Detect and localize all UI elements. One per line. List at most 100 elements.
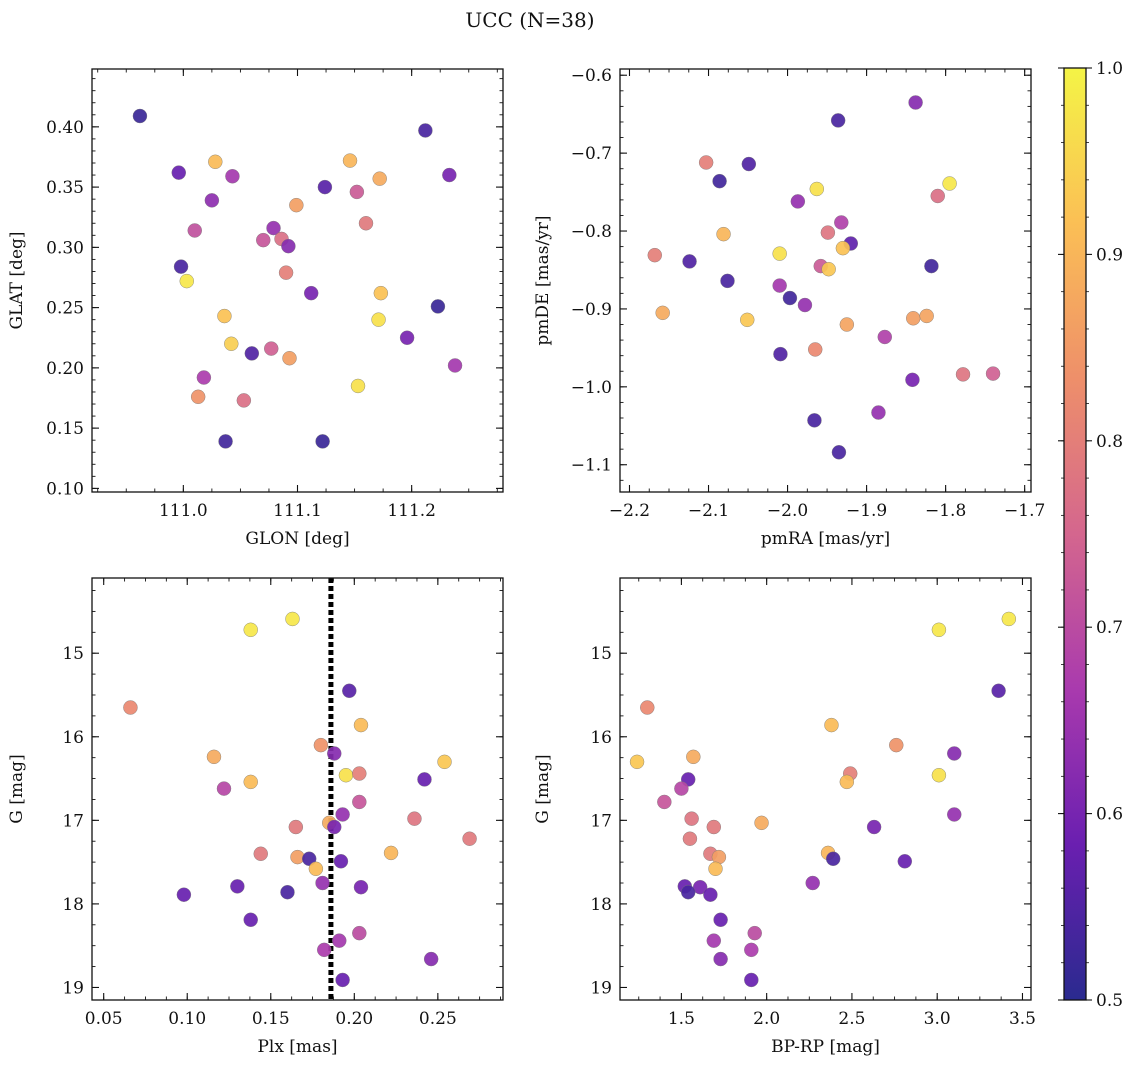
scatter-point [906, 311, 921, 326]
scatter-point [924, 258, 939, 274]
scatter-point [281, 238, 296, 254]
scatter-point [824, 717, 839, 733]
x-tick-label: 0.15 [252, 1009, 290, 1029]
x-tick-label: 3.0 [924, 1009, 951, 1029]
scatter-point [930, 188, 945, 204]
scatter-panel-2: −2.2 −2.1 −2.0 −1.9 −1.8 −1.7 −1.1 −1.0 −0.9 −0.8… [533, 66, 1045, 549]
y-tick-label: −0.9 [571, 300, 612, 320]
scatter-point [629, 754, 645, 770]
y-tick-label: 0.35 [46, 178, 84, 198]
scatter-point [773, 346, 788, 362]
scatter-point [877, 329, 892, 345]
x-tick-label: −2.2 [609, 501, 650, 521]
y-axis-label: pmDE [mas/yr] [533, 215, 553, 345]
scatter-point [327, 746, 342, 761]
x-axis-label: pmRA [mas/yr] [761, 529, 890, 549]
scatter-point [462, 831, 477, 846]
scatter-point [352, 766, 367, 781]
scatter-point [772, 278, 787, 293]
x-axis-label: GLON [deg] [245, 529, 349, 549]
scatter-point [744, 942, 759, 958]
scatter-point [897, 854, 913, 869]
scatter-point [807, 413, 822, 428]
scatter-point [288, 819, 304, 835]
scatter-point [991, 683, 1006, 699]
y-axis-label: GLAT [deg] [7, 231, 27, 329]
colorbar-tick-label: 0.8 [1096, 432, 1123, 452]
scatter-point [196, 370, 212, 385]
x-axis-label: Plx [mas] [257, 1037, 337, 1057]
scatter-point [430, 299, 446, 314]
scatter-point [342, 153, 358, 168]
colorbar-tick-label: 0.7 [1096, 618, 1123, 638]
scatter-point [442, 167, 457, 183]
x-tick-label: −1.9 [846, 501, 887, 521]
axes-frame [91, 577, 504, 1001]
scatter-point [931, 768, 947, 783]
scatter-point [919, 308, 934, 324]
scatter-point [225, 169, 240, 184]
scatter-point [327, 819, 342, 835]
x-tick-label: 2.0 [753, 1009, 780, 1029]
y-tick-label: 19 [590, 978, 612, 998]
scatter-point [805, 875, 820, 891]
scatter-point [682, 254, 697, 269]
scatter-point [278, 265, 294, 280]
scatter-point [244, 346, 260, 361]
scatter-point [132, 108, 148, 124]
y-tick-label: −1.0 [571, 378, 612, 398]
axes-frame [619, 577, 1032, 1001]
figure-title: UCC (N=38) [465, 8, 594, 32]
scatter-point [173, 259, 189, 274]
scatter-point [790, 194, 806, 209]
y-tick-label: 18 [590, 895, 612, 915]
scatter-point [243, 622, 258, 638]
scatter-point [831, 445, 847, 460]
scatter-point [338, 768, 354, 783]
scatter-point [706, 933, 721, 948]
scatter-point [947, 746, 962, 761]
colorbar-tick-label: 0.6 [1096, 805, 1123, 825]
scatter-point [236, 393, 252, 408]
scatter-point [809, 181, 825, 197]
scatter-point [383, 845, 399, 861]
scatter-point [317, 179, 333, 195]
y-tick-label: 0.20 [46, 359, 84, 379]
scatter-point [772, 246, 787, 261]
scatter-point [871, 405, 886, 420]
y-tick-label: −0.8 [571, 222, 612, 242]
scatter-point [708, 861, 723, 877]
scatter-point [372, 171, 387, 186]
scatter-point [373, 285, 389, 301]
scatter-point [797, 297, 813, 313]
x-tick-label: 0.20 [335, 1009, 373, 1029]
scatter-point [740, 312, 755, 328]
scatter-point [741, 156, 757, 172]
points-group [123, 611, 477, 988]
y-tick-label: 17 [62, 811, 84, 831]
scatter-point [352, 925, 367, 941]
scatter-point [447, 358, 463, 373]
y-tick-label: 18 [62, 895, 84, 915]
scatter-point [179, 273, 194, 289]
scatter-point [423, 951, 439, 967]
scatter-point [304, 285, 319, 301]
scatter-point [350, 378, 366, 394]
scatter-point [187, 223, 202, 238]
scatter-point [264, 341, 279, 356]
scatter-panel-3: 0.05 0.10 0.15 0.20 0.25 15 16 17 18 19 Plx [mas] G… [7, 577, 504, 1057]
scatter-point [224, 336, 239, 351]
scatter-point [216, 781, 232, 796]
scatter-point [889, 737, 904, 753]
scatter-point [821, 262, 836, 277]
y-tick-label: 19 [62, 978, 84, 998]
scatter-point [947, 807, 962, 822]
x-tick-label: 1.5 [668, 1009, 695, 1029]
y-axis-label: G [mag] [533, 754, 553, 823]
scatter-point [280, 885, 295, 900]
scatter-point [253, 846, 268, 861]
scatter-point [713, 912, 728, 927]
scatter-point [681, 885, 696, 900]
scatter-point [243, 912, 258, 927]
